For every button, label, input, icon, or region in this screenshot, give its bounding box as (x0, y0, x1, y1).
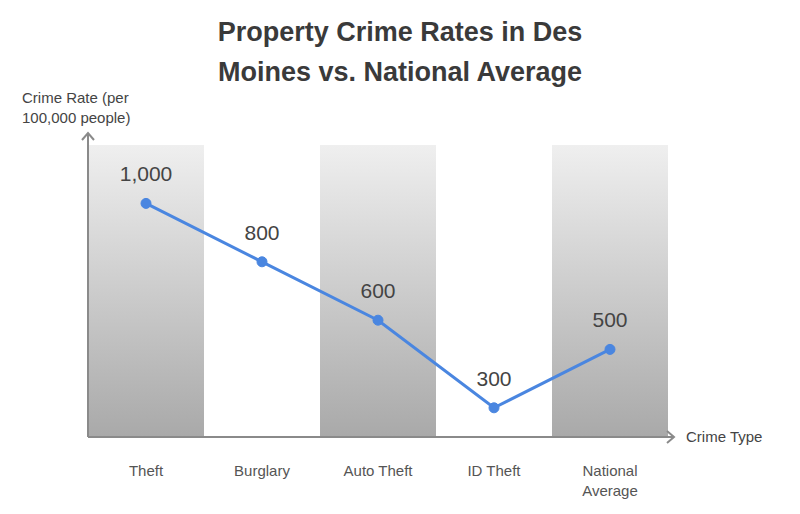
svg-text:800: 800 (244, 221, 279, 244)
svg-text:National: National (582, 462, 637, 479)
svg-text:500: 500 (592, 308, 627, 331)
svg-text:Average: Average (582, 482, 638, 499)
html-text:Property Crime Rates in Des Mo: Property Crime Rates in Des Moines vs. N… (217, 17, 583, 87)
svg-text:600: 600 (360, 279, 395, 302)
svg-text:Burglary: Burglary (234, 462, 290, 479)
svg-text:1,000: 1,000 (120, 162, 173, 185)
svg-text:ID Theft: ID Theft (467, 462, 521, 479)
svg-text:Auto Theft: Auto Theft (344, 462, 414, 479)
html-text:Crime Type: Crime Type (686, 428, 763, 445)
svg-text:Theft: Theft (129, 462, 164, 479)
html-text:Crime Rate (per 100,000 people: Crime Rate (per 100,000 people) (22, 89, 131, 126)
svg-text:300: 300 (476, 367, 511, 390)
